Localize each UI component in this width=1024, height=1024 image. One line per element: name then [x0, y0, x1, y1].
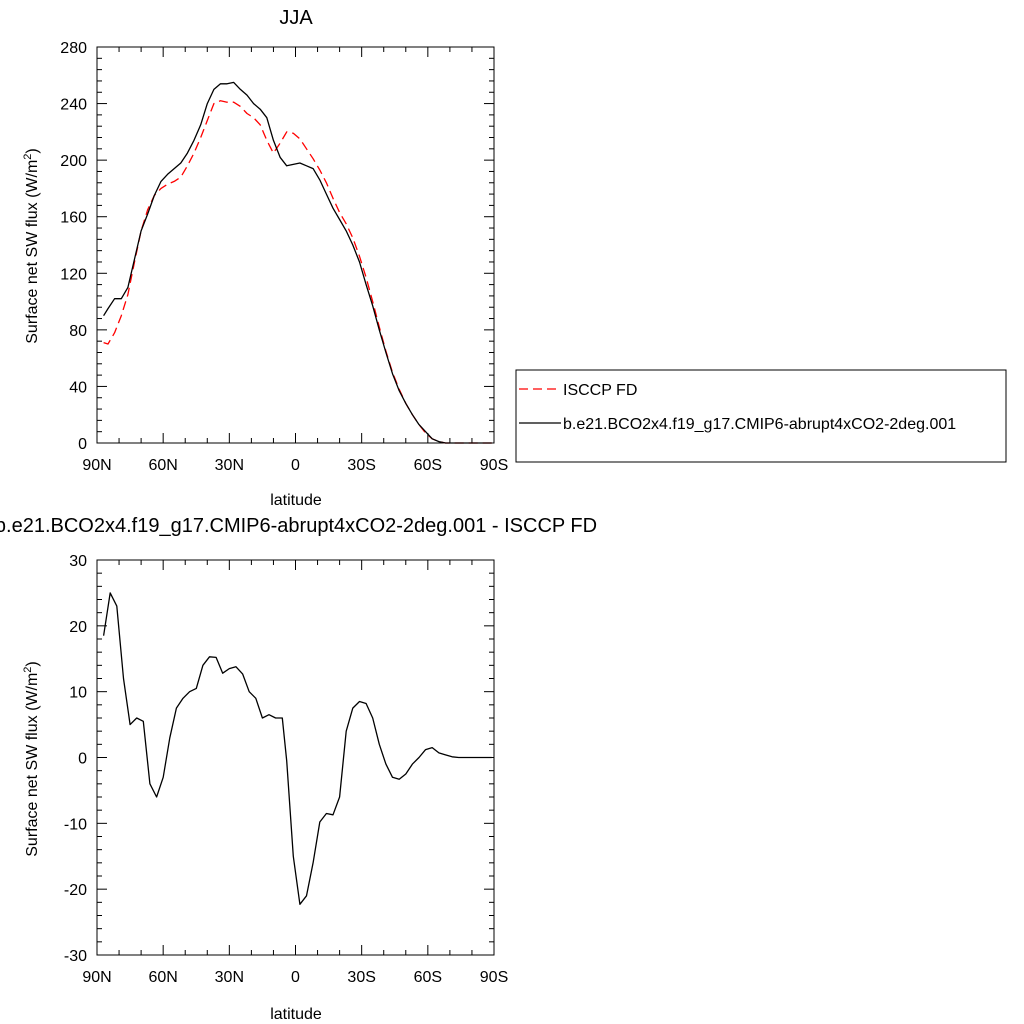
- legend: ISCCP FD b.e21.BCO2x4.f19_g17.CMIP6-abru…: [515, 369, 1007, 463]
- bottom-y-tick-label: -10: [64, 816, 87, 833]
- bottom-x-tick-label: 30N: [215, 969, 244, 986]
- top-y-tick-label: 160: [60, 210, 87, 227]
- bottom-y-tick-label: -20: [64, 882, 87, 899]
- bottom-y-tick-label: 0: [78, 751, 87, 768]
- bottom-y-tick-label: -30: [64, 948, 87, 965]
- top-y-tick-label: 0: [78, 436, 87, 453]
- bottom-x-axis-label: latitude: [270, 1006, 322, 1023]
- bottom-x-tick-label: 0: [291, 969, 300, 986]
- top-x-tick-label: 60N: [148, 457, 177, 474]
- top-x-tick-label: 30N: [215, 457, 244, 474]
- top-series-line-b-e21-bco2x4-f19-g17-cmi: [103, 81, 492, 444]
- bottom-y-tick-label: 10: [69, 685, 87, 702]
- bottom-x-tick-label: 60S: [414, 969, 442, 986]
- bottom-chart-plot-area: 90N 60N 30N 0 30S 60S 90S -30 -20 -10 0 10 20 30: [64, 553, 508, 986]
- bottom-y-tick-label: 20: [69, 619, 87, 636]
- top-x-tick-label: 0: [291, 457, 300, 474]
- top-chart-plot-area: 90N 60N 30N 0 30S 60S 90S 0 40 80 120 160 200 240 280: [60, 40, 508, 474]
- bottom-y-tick-label: 30: [69, 553, 87, 570]
- bottom-series-line-difference: [102, 592, 492, 905]
- bottom-chart-title: b.e21.BCO2x4.f19_g17.CMIP6-abrupt4xCO2-2…: [0, 515, 597, 537]
- top-y-tick-label: 80: [69, 323, 87, 340]
- bottom-plot-frame: [96, 559, 495, 956]
- top-x-tick-label: 90N: [82, 457, 111, 474]
- legend-label-isccp: ISCCP FD: [563, 382, 637, 399]
- bottom-x-tick-label: 90S: [480, 969, 508, 986]
- top-x-tick-label: 90S: [480, 457, 508, 474]
- bottom-x-tick-label: 30S: [347, 969, 375, 986]
- top-y-tick-label: 200: [60, 153, 87, 170]
- legend-box: [515, 369, 1007, 463]
- top-y-tick-label: 240: [60, 97, 87, 114]
- top-y-tick-label: 40: [69, 379, 87, 396]
- bottom-x-tick-label: 90N: [82, 969, 111, 986]
- top-chart-title: JJA: [279, 7, 313, 29]
- top-y-tick-label: 280: [60, 40, 87, 57]
- top-plot-frame: [96, 46, 495, 444]
- legend-label-model: b.e21.BCO2x4.f19_g17.CMIP6-abrupt4xCO2-2…: [563, 416, 956, 433]
- bottom-x-tick-label: 60N: [148, 969, 177, 986]
- top-panel: JJA 90N 60N 30N 0 30S 60S 90S 0 40 80 120 160 200 240…: [22, 7, 1007, 509]
- bottom-y-axis-label: Surface net SW flux (W/m2): [22, 661, 41, 857]
- top-y-tick-label: 120: [60, 266, 87, 283]
- top-x-axis-label: latitude: [270, 492, 322, 509]
- top-x-tick-label: 60S: [414, 457, 442, 474]
- top-x-tick-label: 30S: [347, 457, 375, 474]
- top-series-line-isccp: [103, 100, 492, 444]
- top-y-axis-label: Surface net SW flux (W/m2): [22, 148, 41, 344]
- bottom-panel: b.e21.BCO2x4.f19_g17.CMIP6-abrupt4xCO2-2…: [0, 515, 597, 1023]
